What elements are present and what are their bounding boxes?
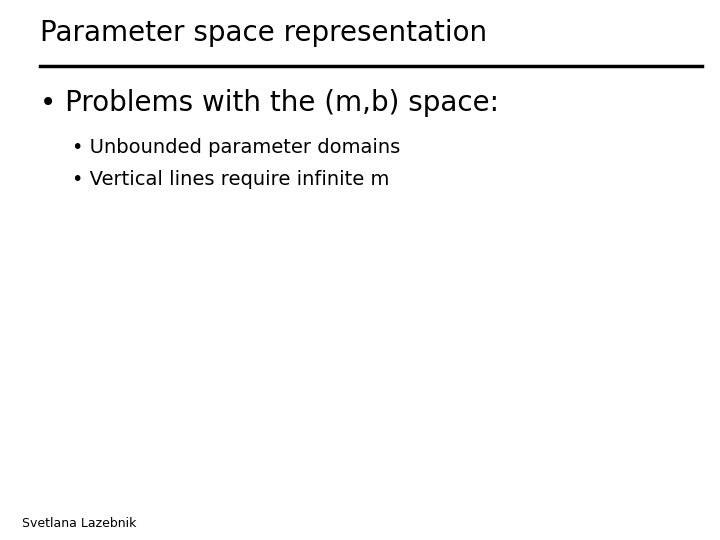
Text: Parameter space representation: Parameter space representation bbox=[40, 19, 487, 47]
Text: Svetlana Lazebnik: Svetlana Lazebnik bbox=[22, 517, 136, 530]
Text: • Problems with the (m,b) space:: • Problems with the (m,b) space: bbox=[40, 89, 498, 117]
Text: • Unbounded parameter domains: • Unbounded parameter domains bbox=[72, 138, 400, 157]
Text: • Vertical lines require infinite m: • Vertical lines require infinite m bbox=[72, 170, 390, 189]
